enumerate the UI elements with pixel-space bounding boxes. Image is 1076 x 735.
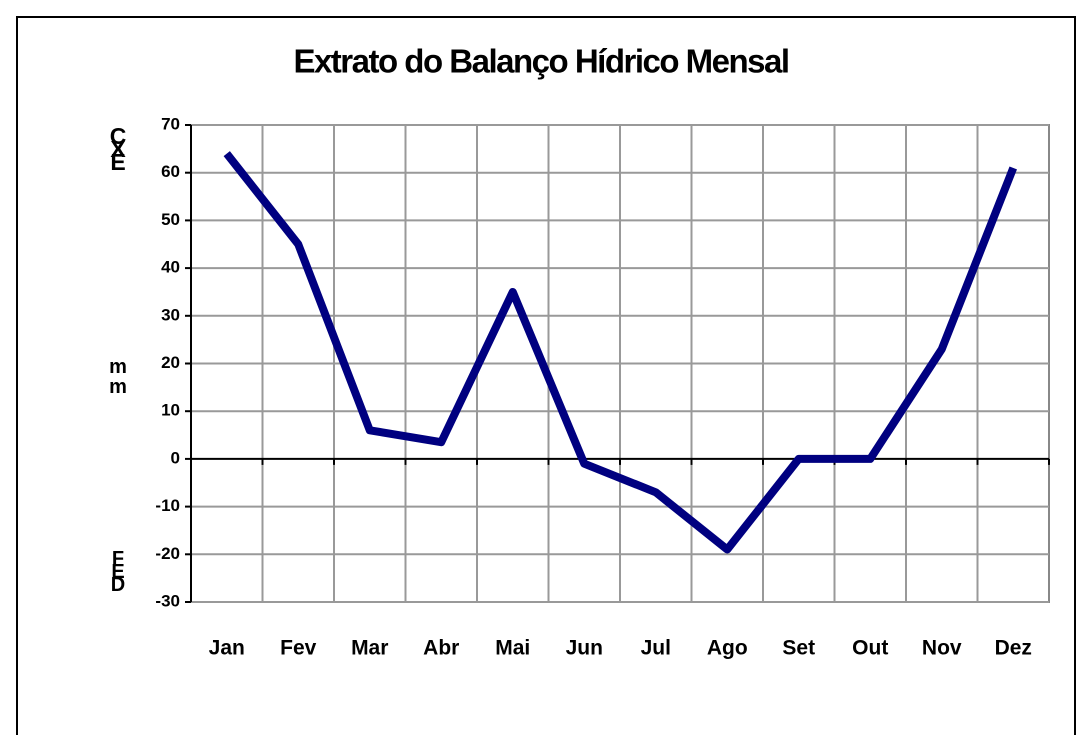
y-tick-label: 20 — [161, 353, 180, 372]
x-tick-label: Set — [782, 637, 815, 660]
x-tick-label: Mai — [495, 637, 530, 660]
x-tick-label: Dez — [995, 637, 1032, 660]
axis-annotation: DEF — [111, 548, 125, 596]
x-tick-label: Mar — [351, 637, 388, 660]
x-tick-label: Fev — [280, 637, 317, 660]
data-line — [223, 151, 1017, 554]
y-tick-label: 70 — [161, 114, 180, 133]
x-tick-label: Jan — [209, 637, 245, 660]
x-tick-label: Abr — [423, 637, 459, 660]
y-tick-label: -10 — [155, 496, 180, 515]
axis-annotation: EXC — [110, 123, 127, 175]
y-tick-label: 50 — [161, 210, 180, 229]
x-tick-label: Ago — [707, 637, 748, 660]
y-tick-label: 10 — [161, 401, 180, 420]
y-tick-label: 30 — [161, 305, 180, 324]
y-tick-label: 0 — [171, 448, 180, 467]
x-tick-label: Nov — [922, 637, 962, 660]
chart-title: Extrato do Balanço Hídrico Mensal — [293, 43, 788, 80]
x-tick-label: Jul — [641, 637, 671, 660]
y-tick-label: 40 — [161, 258, 180, 277]
x-tick-label: Out — [852, 637, 888, 660]
y-tick-label: -20 — [155, 544, 180, 563]
x-tick-label: Jun — [566, 637, 603, 660]
y-tick-label: -30 — [155, 591, 180, 610]
y-tick-label: 60 — [161, 162, 180, 181]
